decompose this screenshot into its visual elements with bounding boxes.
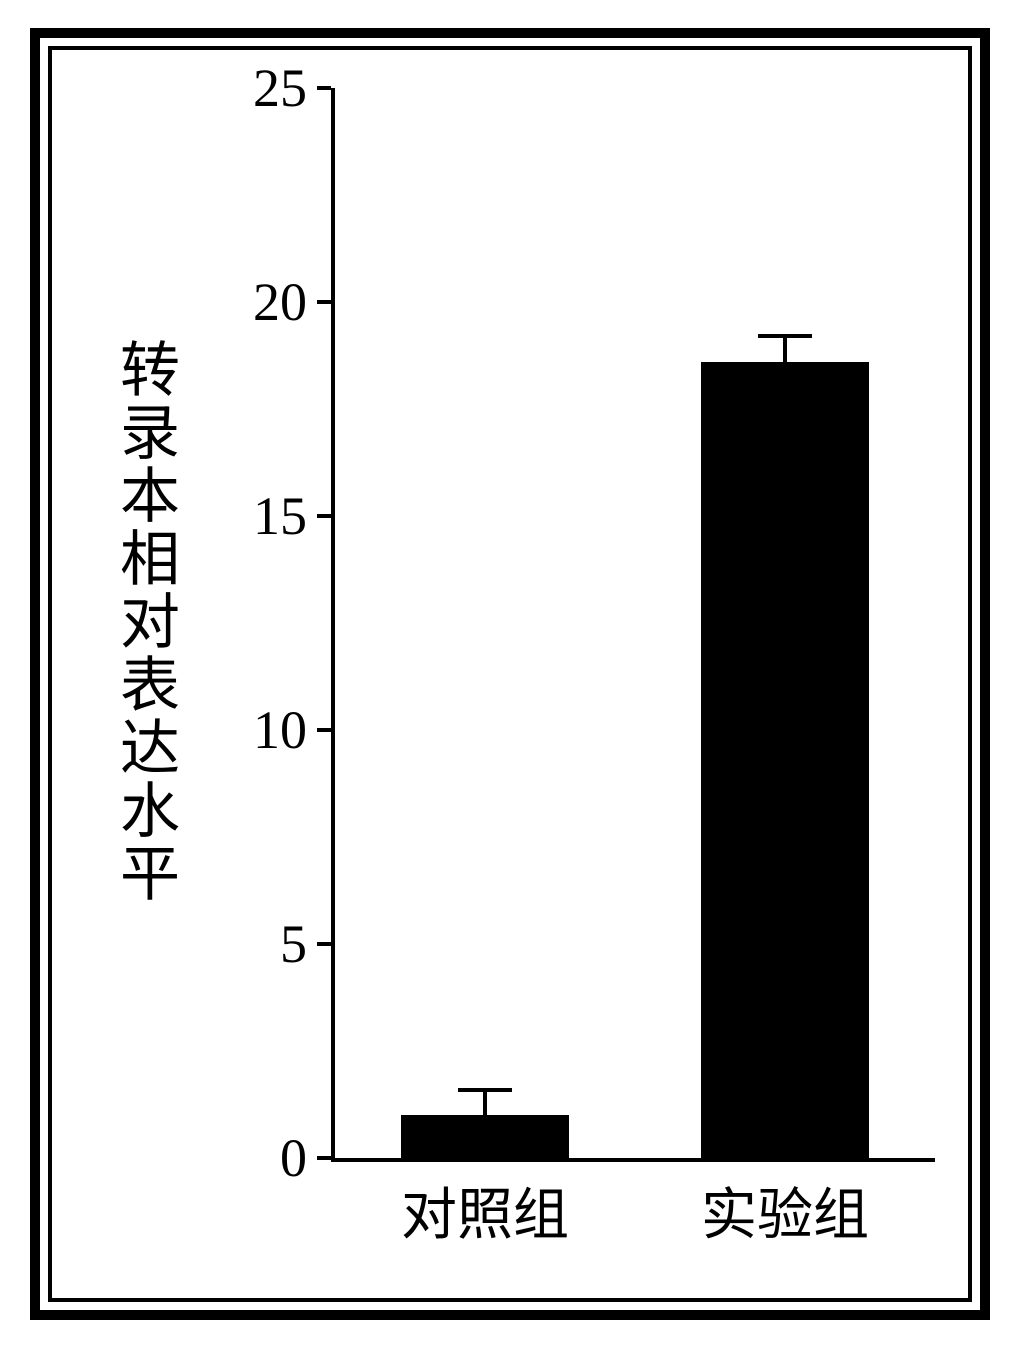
y-tick-label: 20 [207,275,307,329]
x-axis [331,1158,935,1162]
errorbar-stem [483,1090,487,1116]
y-tick [317,728,331,732]
y-axis-title: 转录本相对表达水平 [115,340,185,907]
y-tick-label: 0 [207,1131,307,1185]
y-axis [331,88,335,1158]
y-tick [317,514,331,518]
y-tick-label: 25 [207,61,307,115]
y-tick [317,86,331,90]
errorbar-cap [758,334,812,338]
errorbar-stem [783,336,787,362]
x-category-label: 对照组 [335,1188,635,1244]
y-tick-label: 5 [207,917,307,971]
y-tick-label: 10 [207,703,307,757]
errorbar-cap [458,1088,512,1092]
x-category-label: 实验组 [635,1188,935,1244]
y-tick [317,942,331,946]
y-tick-label: 15 [207,489,307,543]
bar [401,1115,569,1158]
y-tick [317,300,331,304]
bar [701,362,869,1158]
y-tick [317,1156,331,1160]
